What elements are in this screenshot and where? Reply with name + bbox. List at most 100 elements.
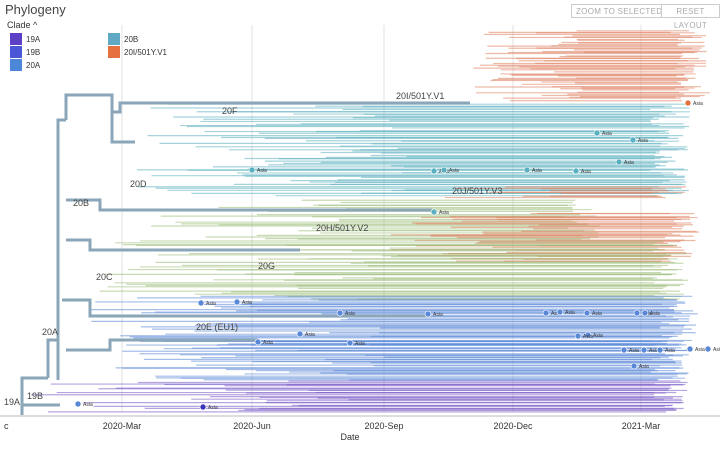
tip-label: Asia	[263, 340, 273, 346]
legend-item-20i-501y-v1[interactable]: 20I/501Y.V1	[108, 46, 167, 58]
tree-backbone	[20, 93, 470, 415]
legend-swatch	[108, 33, 120, 45]
legend-label: 20B	[124, 34, 139, 44]
legend-item-20b[interactable]: 20B	[108, 33, 138, 45]
tip-label: Asia	[305, 332, 315, 338]
tip-marker[interactable]	[593, 129, 601, 137]
tip-label: Asia	[593, 333, 603, 339]
clade-label: 20D	[130, 179, 147, 189]
zoom-to-selected-button[interactable]: ZOOM TO SELECTED	[571, 4, 668, 18]
tip-label: Asia	[665, 348, 675, 354]
legend-item-20a[interactable]: 20A	[10, 59, 40, 71]
tip-marker[interactable]	[346, 339, 354, 347]
tip-marker[interactable]	[656, 346, 664, 354]
clade-legend-toggle[interactable]: Clade ^	[7, 20, 38, 30]
branch	[66, 238, 300, 252]
axis-tick: 2020-Jun	[233, 421, 271, 431]
tip-marker[interactable]	[640, 346, 648, 354]
tip-marker[interactable]	[248, 166, 256, 174]
tip-label: Asia	[583, 334, 593, 340]
clade-labels: 20I/501Y.V1 20F 20D 20J/501Y.V3 20B 20H/501Y.…	[4, 91, 502, 407]
branch	[66, 198, 432, 212]
clade-label: 20A	[42, 327, 58, 337]
tip-label: Asia	[345, 311, 355, 317]
axis-label: Date	[340, 432, 359, 442]
tip-marker[interactable]	[523, 166, 531, 174]
tip-marker[interactable]	[430, 208, 438, 216]
legend-item-19b[interactable]: 19B	[10, 46, 40, 58]
branch	[62, 298, 430, 318]
tip-marker[interactable]	[615, 158, 623, 166]
legend-label: 20A	[26, 60, 41, 70]
legend-swatch	[108, 46, 120, 58]
tip-marker[interactable]	[430, 167, 438, 175]
tip-marker[interactable]	[686, 345, 694, 353]
tip-marker[interactable]	[296, 330, 304, 338]
tip-marker[interactable]	[233, 298, 241, 306]
panel-title: Phylogeny	[5, 2, 66, 17]
tip-marker[interactable]	[74, 400, 82, 408]
tip-marker[interactable]	[583, 309, 591, 317]
tip-marker[interactable]	[424, 310, 432, 318]
tip-label: Asia	[206, 301, 216, 307]
tip-marker[interactable]	[574, 332, 582, 340]
corner-text: c	[4, 421, 9, 431]
tip-label: Asia	[242, 300, 252, 306]
tip-label: Asia	[355, 341, 365, 347]
legend-item-19a[interactable]: 19A	[10, 33, 40, 45]
tip-marker[interactable]	[633, 309, 641, 317]
tip-marker[interactable]	[630, 362, 638, 370]
tip-marker[interactable]	[629, 136, 637, 144]
axis-tick: 2020-Mar	[103, 421, 142, 431]
tip-marker[interactable]	[199, 403, 207, 411]
tip-label: Asia	[581, 169, 591, 175]
tip-label: Asia	[649, 348, 659, 354]
legend-label: 20I/501Y.V1	[124, 47, 168, 57]
tip-marker[interactable]	[254, 338, 262, 346]
tip-label: Asia	[551, 311, 561, 317]
tip-label: Asia	[629, 348, 639, 354]
tip-marker[interactable]	[336, 309, 344, 317]
tip-label: Asia	[624, 160, 634, 166]
branch	[20, 376, 48, 415]
legend-label: 19A	[26, 34, 41, 44]
tip-marker[interactable]	[704, 345, 712, 353]
tip-label: Asia	[565, 310, 575, 316]
tip-marker[interactable]	[684, 99, 692, 107]
clade-label: 20J/501Y.V3	[452, 186, 502, 196]
tip-marker[interactable]	[556, 308, 564, 316]
clade-label: 19A	[4, 397, 20, 407]
branch	[46, 338, 58, 378]
tip-label: Asia	[532, 168, 542, 174]
clade-label: 20G	[258, 261, 275, 271]
tip-label: Asia	[713, 347, 720, 353]
tip-label: Asia	[257, 168, 267, 174]
clade-label: 20I/501Y.V1	[396, 91, 444, 101]
tip-marker[interactable]	[584, 331, 592, 339]
tip-marker[interactable]	[197, 299, 205, 307]
tip-marker[interactable]	[572, 167, 580, 175]
axis-tick: 2020-Sep	[364, 421, 403, 431]
tip-marker[interactable]	[440, 166, 448, 174]
branch-fans	[31, 30, 710, 413]
clade-label: 20C	[96, 272, 113, 282]
clade-label: 19B	[27, 391, 43, 401]
clade-label: 20F	[222, 106, 238, 116]
clade-label: 20E (EU1)	[196, 322, 238, 332]
tip-label: Asia	[83, 402, 93, 408]
legend-swatch	[10, 46, 22, 58]
tip-marker[interactable]	[542, 309, 550, 317]
branch	[56, 118, 66, 380]
tip-marker[interactable]	[641, 309, 649, 317]
tip-label: Asia	[208, 405, 218, 411]
date-axis: 2020-Mar 2020-Jun 2020-Sep 2020-Dec 2021…	[0, 415, 720, 442]
tip-label: Asia	[433, 312, 443, 318]
tip-label: Asia	[693, 101, 703, 107]
tip-marker[interactable]	[620, 346, 628, 354]
axis-tick: 2021-Mar	[622, 421, 661, 431]
branch	[66, 338, 258, 352]
tip-label: Asia	[449, 168, 459, 174]
clade-label: 20B	[73, 198, 89, 208]
tip-label: Asia	[638, 138, 648, 144]
